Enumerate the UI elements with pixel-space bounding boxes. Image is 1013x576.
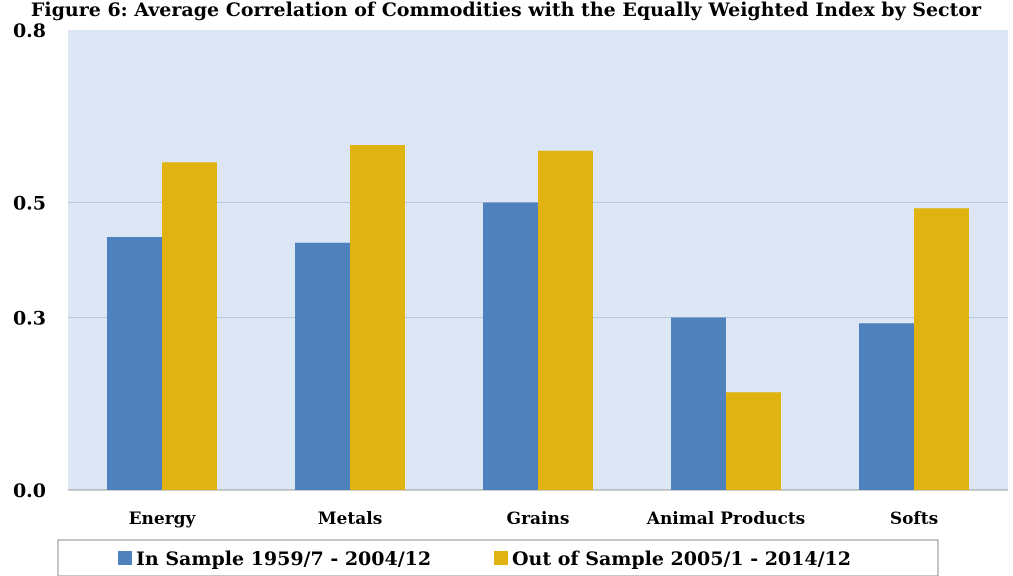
bar-in-sample <box>671 317 726 490</box>
bar-in-sample <box>483 202 538 490</box>
x-tick-label: Energy <box>129 509 197 529</box>
bars <box>107 145 969 490</box>
y-tick-label: 0.8 <box>13 20 46 42</box>
y-axis-ticks: 0.0 0.3 0.5 0.8 <box>13 20 46 502</box>
bar-in-sample <box>295 242 350 490</box>
y-tick-label: 0.0 <box>13 480 46 502</box>
legend-label: Out of Sample 2005/1 - 2014/12 <box>512 548 851 570</box>
bar-in-sample <box>859 323 914 490</box>
y-tick-label: 0.5 <box>13 193 46 215</box>
bar-out-of-sample <box>538 150 593 490</box>
y-tick-label: 0.3 <box>13 308 46 330</box>
bar-out-of-sample <box>162 162 217 490</box>
legend-swatch <box>118 551 132 565</box>
x-tick-label: Grains <box>507 509 570 529</box>
bar-in-sample <box>107 237 162 490</box>
x-axis-ticks: Energy Metals Grains Animal Products Softs <box>129 509 939 529</box>
bar-out-of-sample <box>914 208 969 490</box>
legend: In Sample 1959/7 - 2004/12 Out of Sample … <box>57 539 939 576</box>
x-tick-label: Softs <box>890 509 938 529</box>
legend-label: In Sample 1959/7 - 2004/12 <box>136 548 431 570</box>
bar-out-of-sample <box>726 392 781 490</box>
bar-out-of-sample <box>350 145 405 490</box>
chart-title: Figure 6: Average Correlation of Commodi… <box>31 0 982 21</box>
x-tick-label: Animal Products <box>646 509 806 529</box>
x-tick-label: Metals <box>318 509 383 529</box>
legend-swatch <box>494 551 508 565</box>
